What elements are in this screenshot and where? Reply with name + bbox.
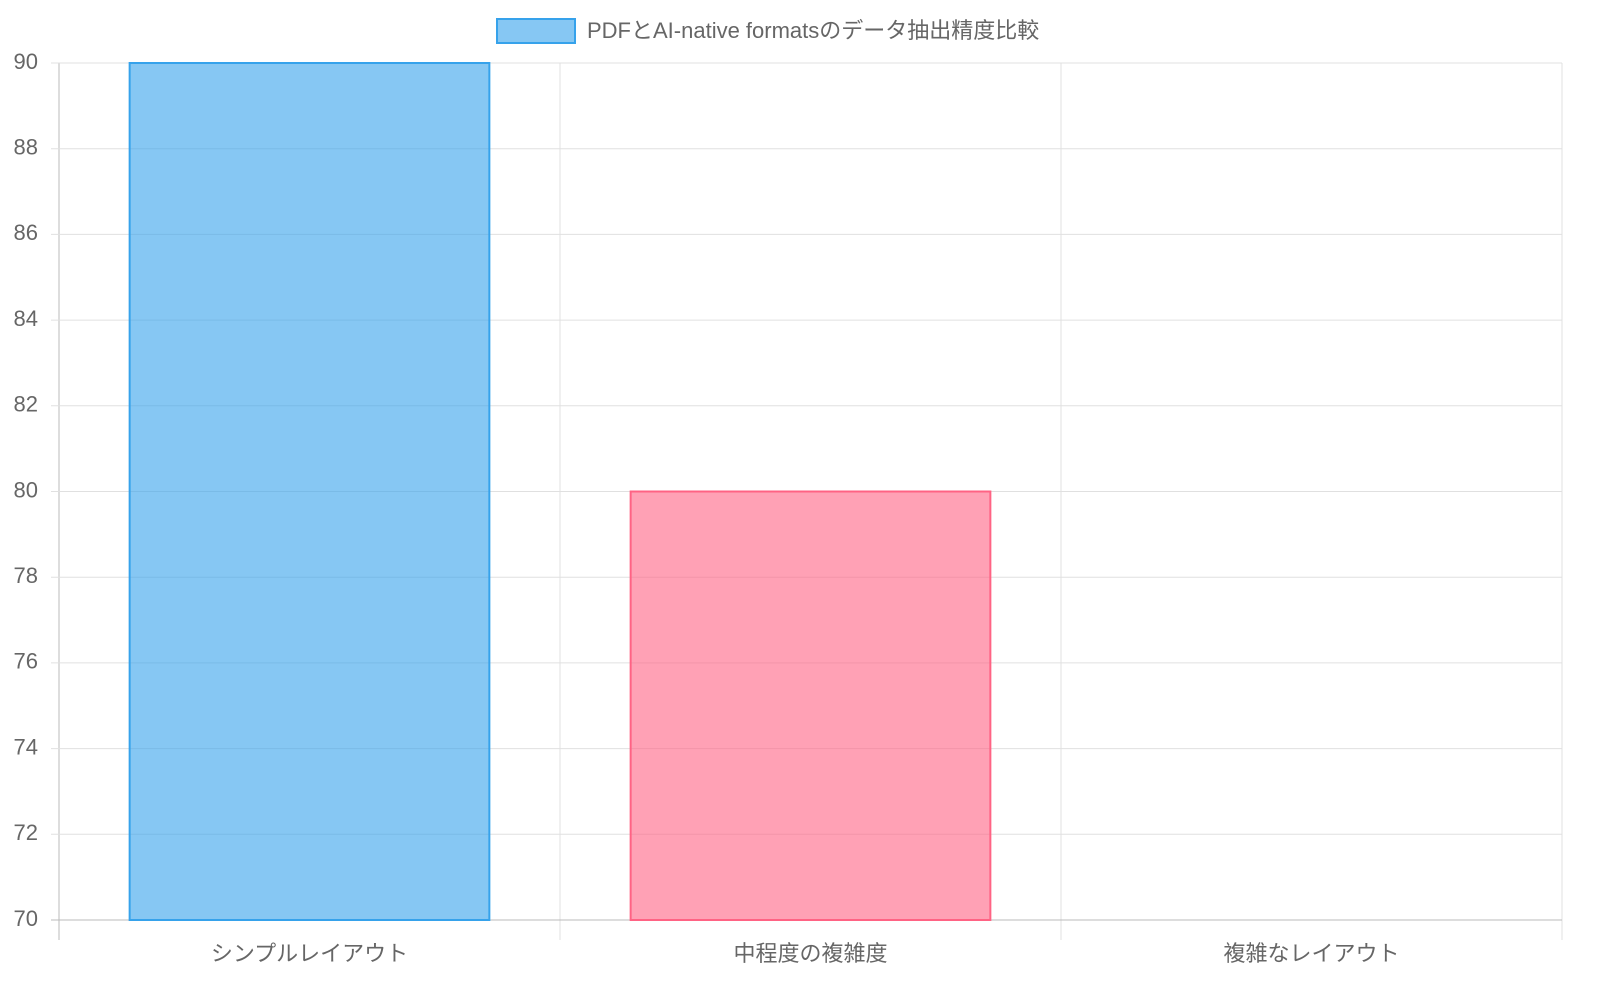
x-tick-label: シンプルレイアウト <box>211 941 408 966</box>
bar <box>629 490 992 921</box>
y-tick-label: 82 <box>14 392 38 417</box>
y-tick-label: 80 <box>14 477 38 502</box>
x-tick-label: 中程度の複雑度 <box>733 941 887 966</box>
legend-swatch <box>496 18 576 44</box>
x-tick-label: 複雑なレイアウト <box>1223 941 1399 966</box>
y-tick-label: 74 <box>14 734 38 759</box>
y-tick-label: 72 <box>14 820 38 845</box>
y-tick-label: 86 <box>14 220 38 245</box>
y-tick-label: 70 <box>14 906 38 931</box>
y-tick-label: 88 <box>14 135 38 160</box>
y-tick-label: 90 <box>14 49 38 74</box>
legend-label: PDFとAI-native formatsのデータ抽出精度比較 <box>587 18 1039 43</box>
y-tick-label: 76 <box>14 649 38 674</box>
bar <box>128 62 491 921</box>
y-tick-label: 78 <box>14 563 38 588</box>
y-tick-label: 84 <box>14 306 38 331</box>
